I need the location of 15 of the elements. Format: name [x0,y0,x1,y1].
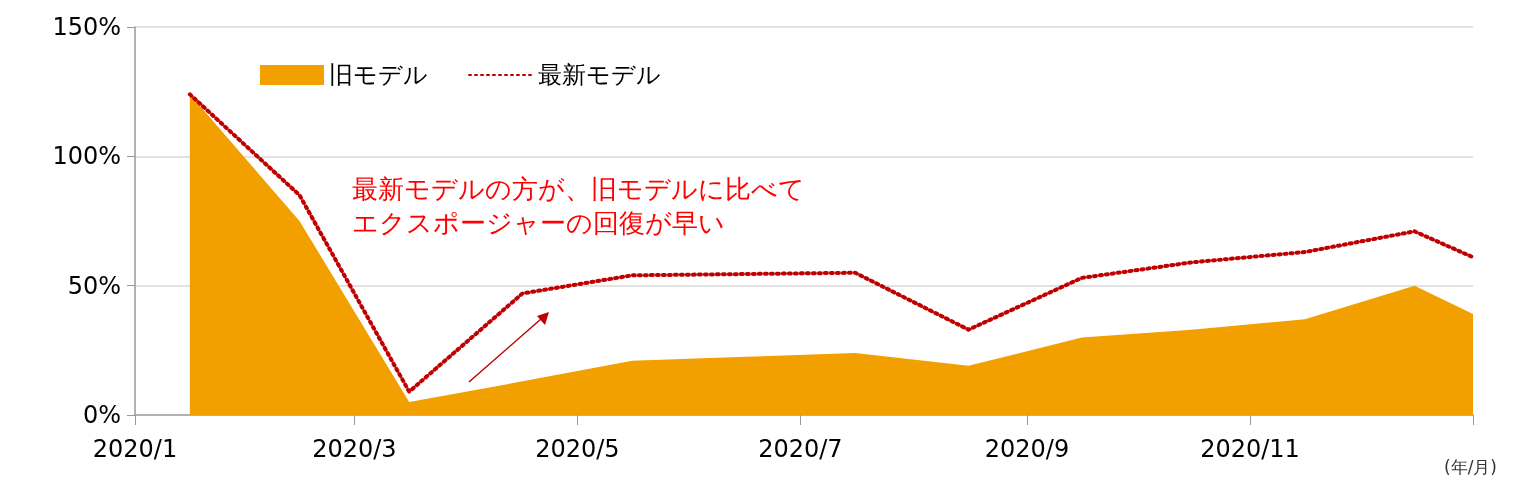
x-tick-label: 2020/5 [535,435,620,463]
x-tick-label: 2020/11 [1200,435,1300,463]
y-tick-label: 50% [67,271,121,300]
y-tick-label: 0% [82,401,121,429]
x-tick-label: 2020/3 [312,435,397,463]
y-tick-label: 150% [52,13,121,41]
annotation: 最新モデルの方が、旧モデルに比べて [352,173,805,206]
annotation: エクスポージャーの回復が早い [352,207,725,240]
y-tick-label: 100% [52,142,121,171]
x-tick-label: 2020/9 [984,435,1070,463]
legend-label: 旧モデル [329,61,428,89]
x-tick-label: 2020/7 [758,435,843,463]
x-tick-label: 2020/1 [92,435,178,463]
legend-label: 最新モデル [538,61,661,89]
x-axis-title: (年/月) [1444,456,1497,479]
